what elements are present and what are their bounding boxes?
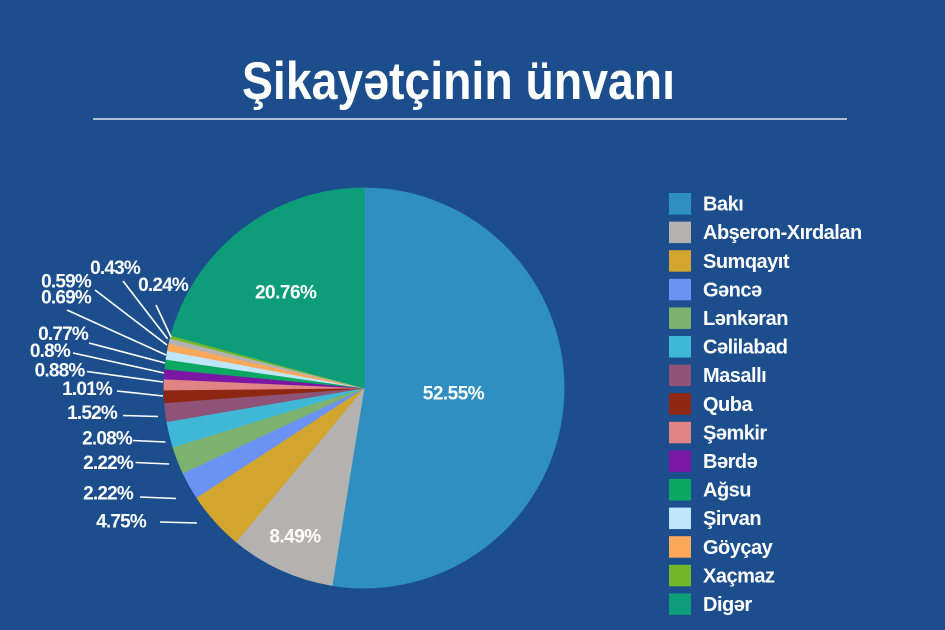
svg-text:Bərdə: Bərdə [703, 451, 758, 473]
svg-text:0.8%: 0.8% [30, 341, 71, 362]
svg-text:Bakı: Bakı [703, 194, 743, 216]
svg-text:Lənkəran: Lənkəran [703, 308, 788, 330]
svg-text:0.24%: 0.24% [138, 275, 189, 296]
svg-text:Şəmkir: Şəmkir [703, 422, 767, 444]
svg-text:4.75%: 4.75% [96, 512, 147, 533]
svg-text:Ağsu: Ağsu [703, 480, 751, 502]
svg-text:52.55%: 52.55% [423, 384, 485, 405]
svg-text:Cəlilabad: Cəlilabad [703, 337, 787, 359]
svg-text:Şirvan: Şirvan [703, 508, 761, 530]
svg-text:2.22%: 2.22% [83, 484, 134, 505]
svg-text:0.43%: 0.43% [90, 258, 141, 279]
svg-text:2.08%: 2.08% [82, 429, 133, 450]
svg-text:Xaçmaz: Xaçmaz [703, 565, 775, 587]
svg-text:0.69%: 0.69% [41, 288, 92, 309]
svg-text:1.01%: 1.01% [62, 379, 113, 400]
svg-text:0.59%: 0.59% [41, 272, 92, 293]
svg-text:8.49%: 8.49% [269, 527, 321, 548]
svg-text:20.76%: 20.76% [255, 283, 317, 304]
svg-text:Gəncə: Gəncə [703, 279, 762, 301]
svg-text:Abşeron-Xırdalan: Abşeron-Xırdalan [703, 222, 862, 244]
svg-text:Digər: Digər [703, 594, 752, 616]
svg-text:Şikayətçinin ünvanı: Şikayətçinin ünvanı [242, 52, 675, 111]
svg-text:2.22%: 2.22% [83, 453, 134, 474]
svg-text:0.77%: 0.77% [38, 324, 89, 345]
svg-text:0.88%: 0.88% [35, 361, 86, 382]
svg-text:Sumqayıt: Sumqayıt [703, 251, 790, 273]
svg-text:1.52%: 1.52% [67, 403, 118, 424]
svg-text:Quba: Quba [703, 394, 753, 416]
svg-text:Masallı: Masallı [703, 365, 766, 387]
svg-text:Göyçay: Göyçay [703, 537, 774, 559]
